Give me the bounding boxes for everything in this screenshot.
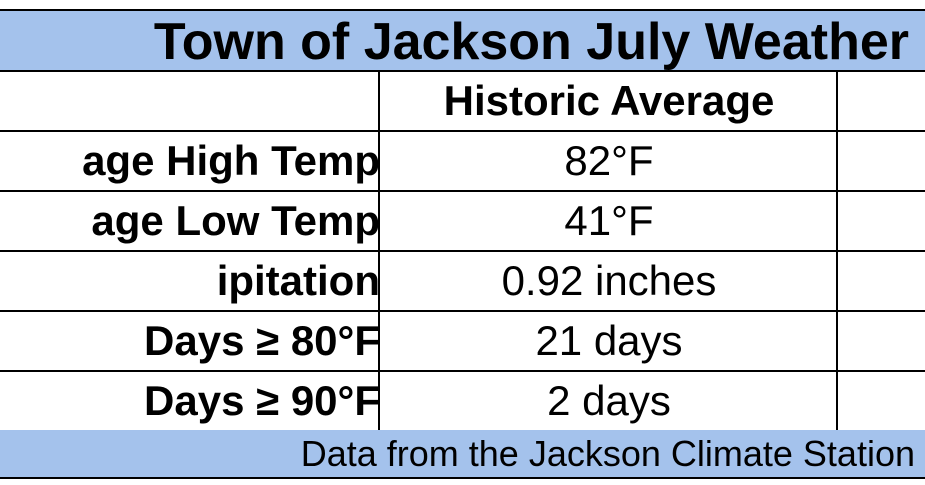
footer-bar: Data from the Jackson Climate Station <box>0 430 925 479</box>
row-label: ipitation <box>216 257 380 304</box>
row-value: 21 days <box>535 317 683 364</box>
header-historic-average: Historic Average <box>443 77 775 124</box>
row-value: 0.92 inches <box>501 257 717 304</box>
column-divider <box>836 72 838 432</box>
row-label: age Low Temp <box>91 197 380 244</box>
column-divider <box>378 72 380 432</box>
table-title: Town of Jackson July Weather <box>153 13 909 71</box>
row-value: 2 days <box>547 377 671 424</box>
row-value: 82°F <box>564 137 654 184</box>
title-bar: Town of Jackson July Weather <box>0 9 925 72</box>
table-row-high-temp: age High Temp 82°F <box>0 132 925 192</box>
table-row-days-80: Days ≥ 80°F 21 days <box>0 312 925 372</box>
table-row-days-90: Days ≥ 90°F 2 days <box>0 372 925 430</box>
row-label: age High Temp <box>82 137 380 184</box>
row-label: Days ≥ 80°F <box>144 317 380 364</box>
row-value: 41°F <box>564 197 654 244</box>
header-row: Historic Average <box>0 72 925 132</box>
source-note: Data from the Jackson Climate Station <box>300 432 915 474</box>
table-row-low-temp: age Low Temp 41°F <box>0 192 925 252</box>
row-label: Days ≥ 90°F <box>144 377 380 424</box>
table-row-precipitation: ipitation 0.92 inches <box>0 252 925 312</box>
